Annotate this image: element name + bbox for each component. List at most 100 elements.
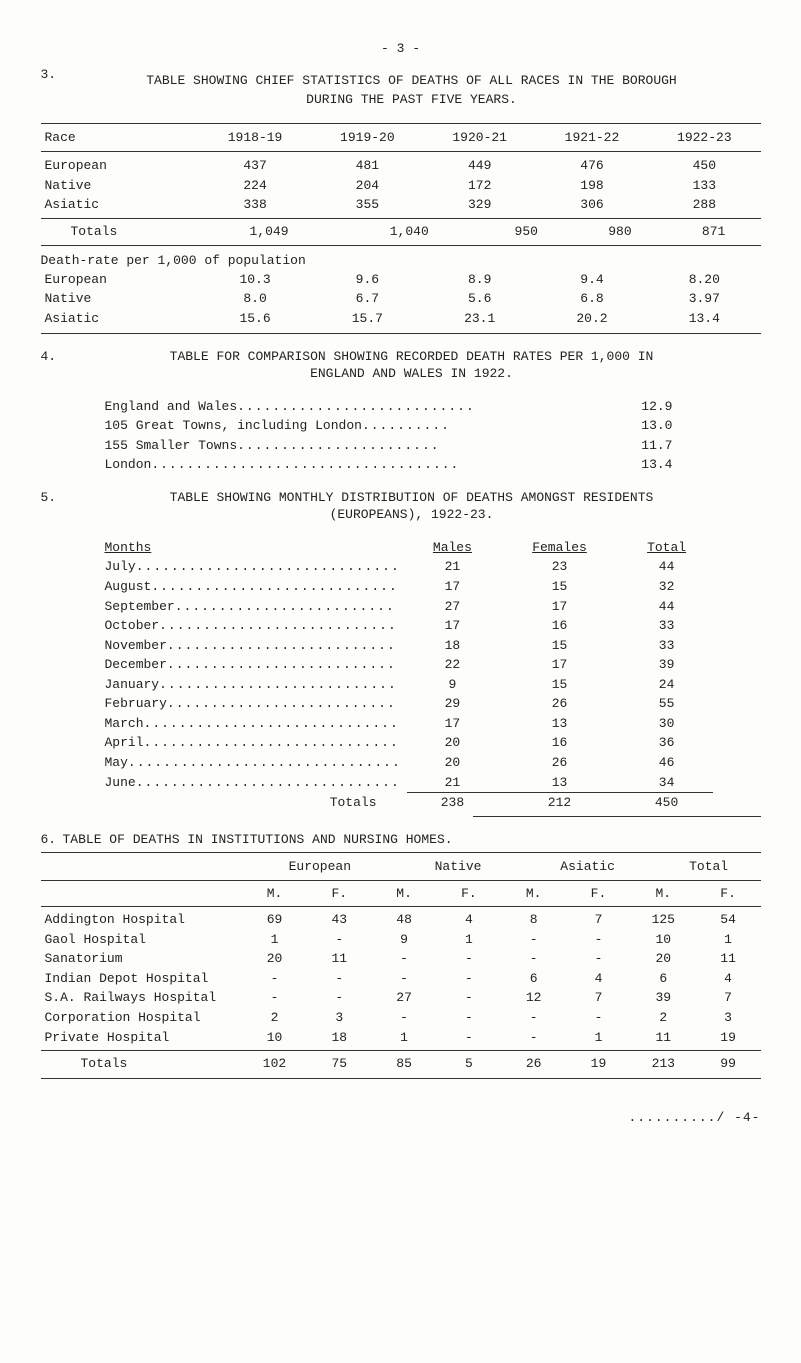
- cell: 99: [696, 1054, 761, 1074]
- table-races: Race 1918-19 1919-20 1920-21 1921-22 192…: [41, 128, 761, 148]
- cell: S.A. Railways Hospital: [41, 988, 243, 1008]
- cell: January...........................: [101, 675, 407, 695]
- cell: 1: [242, 930, 307, 950]
- table-row: Indian Depot Hospital----6464: [41, 969, 761, 989]
- cell: 213: [631, 1054, 696, 1074]
- cell: Sanatorium: [41, 949, 243, 969]
- cell: Totals: [101, 793, 407, 813]
- cell: Asiatic: [41, 309, 199, 329]
- col-european: European: [242, 857, 397, 877]
- cell: 55: [621, 694, 713, 714]
- page-number: - 3 -: [41, 40, 761, 58]
- cell: 10: [242, 1028, 307, 1048]
- cell: 15: [498, 636, 620, 656]
- cell: 8.20: [648, 270, 760, 290]
- divider: [41, 852, 761, 853]
- col-f: F.: [696, 884, 761, 904]
- cell: 17: [407, 577, 499, 597]
- cell: Addington Hospital: [41, 910, 243, 930]
- label: England and Wales: [105, 399, 238, 414]
- cell: 2: [631, 1008, 696, 1028]
- table-row: September.........................271744: [101, 597, 713, 617]
- dots: ..........................: [167, 696, 396, 711]
- cell: June..............................: [101, 773, 407, 793]
- table-row: November..........................181533: [101, 636, 713, 656]
- cell: November..........................: [101, 636, 407, 656]
- table-row: England and Wales.......................…: [101, 397, 677, 417]
- divider: [41, 1078, 761, 1079]
- cell: Gaol Hospital: [41, 930, 243, 950]
- cell: 27: [407, 597, 499, 617]
- cell: 437: [199, 156, 311, 176]
- col-asiatic: Asiatic: [519, 857, 657, 877]
- cell: 2: [242, 1008, 307, 1028]
- col-m: M.: [242, 884, 307, 904]
- cell: 5: [436, 1054, 501, 1074]
- cell: 10.3: [199, 270, 311, 290]
- table-row: Totals10275855261921399: [41, 1054, 761, 1074]
- divider: [41, 1050, 761, 1051]
- section-5-title: TABLE SHOWING MONTHLY DISTRIBUTION OF DE…: [63, 489, 761, 507]
- cell: 7: [566, 988, 631, 1008]
- table-row: Totals1,0491,040950980871: [41, 222, 761, 242]
- cell: 21: [407, 557, 499, 577]
- cell: 7: [566, 910, 631, 930]
- table-row: August............................171532: [101, 577, 713, 597]
- cell: 8.9: [424, 270, 536, 290]
- table-row: April.............................201636: [101, 733, 713, 753]
- cell: 43: [307, 910, 372, 930]
- table-death-rate: European10.39.68.99.48.20 Native8.06.75.…: [41, 270, 761, 329]
- cell: Native: [41, 289, 199, 309]
- cell: -: [436, 1028, 501, 1048]
- col-months: Months: [101, 538, 407, 558]
- cell: 11: [696, 949, 761, 969]
- cell: -: [307, 969, 372, 989]
- cell: 13.0: [561, 416, 676, 436]
- section-3-number: 3.: [41, 66, 63, 119]
- cell: 23.1: [424, 309, 536, 329]
- cell: February..........................: [101, 694, 407, 714]
- cell: Private Hospital: [41, 1028, 243, 1048]
- cell: 450: [621, 793, 713, 813]
- cell: 27: [372, 988, 437, 1008]
- col-1920: 1920-21: [424, 128, 536, 148]
- section-4-title: TABLE FOR COMPARISON SHOWING RECORDED DE…: [63, 348, 761, 366]
- cell: 355: [311, 195, 423, 215]
- label: November: [105, 638, 167, 653]
- cell: European: [41, 270, 199, 290]
- label: March: [105, 716, 144, 731]
- divider: [41, 333, 761, 334]
- dots: .......................: [237, 438, 439, 453]
- cell: London..................................…: [101, 455, 562, 475]
- label: 105 Great Towns, including London: [105, 418, 362, 433]
- cell: September.........................: [101, 597, 407, 617]
- col-total: Total: [657, 857, 761, 877]
- cell: 26: [498, 694, 620, 714]
- cell: -: [566, 930, 631, 950]
- cell: 6.8: [536, 289, 648, 309]
- cell: 9: [407, 675, 499, 695]
- divider: [41, 245, 761, 246]
- cell: 75: [307, 1054, 372, 1074]
- cell: 3.97: [648, 289, 760, 309]
- cell: 44: [621, 597, 713, 617]
- cell: 4: [696, 969, 761, 989]
- cell: 9.6: [311, 270, 423, 290]
- col-native: Native: [398, 857, 519, 877]
- col-m: M.: [501, 884, 566, 904]
- table-header-row: European Native Asiatic Total: [41, 857, 761, 877]
- cell: 13: [498, 773, 620, 793]
- cell: 871: [667, 222, 761, 242]
- cell: 46: [621, 753, 713, 773]
- cell: -: [372, 1008, 437, 1028]
- table-row: February..........................292655: [101, 694, 713, 714]
- cell: 4: [566, 969, 631, 989]
- table-row: May...............................202646: [101, 753, 713, 773]
- dots: ..........................: [167, 657, 396, 672]
- cell: 39: [621, 655, 713, 675]
- cell: [41, 857, 243, 877]
- table-institutions-body: Addington Hospital69434848712554 Gaol Ho…: [41, 910, 761, 1047]
- cell: December..........................: [101, 655, 407, 675]
- table-races-totals: Totals1,0491,040950980871: [41, 222, 761, 242]
- cell: 476: [536, 156, 648, 176]
